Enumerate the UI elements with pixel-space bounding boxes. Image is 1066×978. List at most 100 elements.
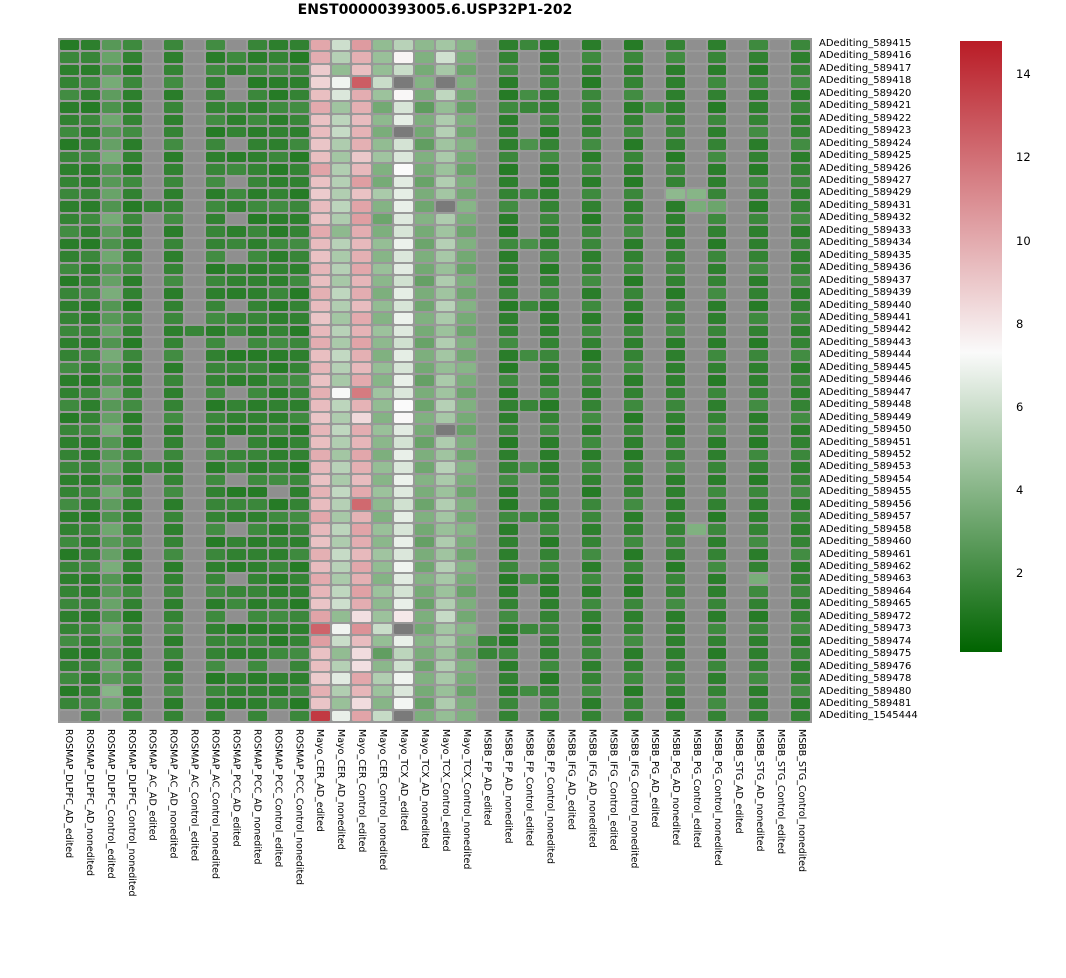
heatmap-cell [665,189,685,200]
heatmap-cell [498,499,518,510]
heatmap-cell [206,213,226,225]
heatmap-cell [289,102,309,113]
heatmap-cell [728,561,748,572]
heatmap-cell [436,623,455,635]
heatmap-cell [477,350,497,361]
heatmap-cell [394,263,414,274]
heatmap-cell [352,52,372,63]
heatmap-cell [582,462,602,473]
heatmap-cell [227,524,246,535]
heatmap-cell [248,238,267,250]
heatmap-cell [540,660,560,672]
heatmap-cell [185,400,205,411]
heatmap-cell [749,338,769,349]
heatmap-cell [665,164,685,175]
heatmap-cell [80,623,100,635]
heatmap-cell [60,412,79,423]
heatmap-cell [436,424,455,436]
heatmap-cell [498,660,518,672]
heatmap-cell [289,412,309,423]
heatmap-cell [707,213,727,225]
heatmap-cell [206,77,226,88]
heatmap-cell [80,40,100,51]
heatmap-cell [540,387,560,399]
heatmap-cell [206,189,226,200]
heatmap-cell [686,189,706,200]
heatmap-cell [185,474,205,486]
heatmap-cell [749,412,769,423]
heatmap-cell [791,64,810,76]
heatmap-cell [540,710,560,721]
heatmap-cell [728,586,748,597]
heatmap-cell [540,362,560,374]
heatmap-cell [373,685,393,697]
heatmap-cell [624,462,643,473]
heatmap-cell [373,424,393,436]
heatmap-cell [540,598,560,610]
heatmap-cell [582,64,602,76]
heatmap-cell [728,660,748,672]
heatmap-cell [143,325,163,337]
heatmap-cell [477,698,497,709]
heatmap-cell [394,449,414,461]
heatmap-cell [415,685,434,697]
heatmap-cell [331,40,351,51]
heatmap-cell [143,598,163,610]
heatmap-cell [603,325,622,337]
heatmap-cell [665,263,685,274]
heatmap-cell [164,275,184,287]
heatmap-cell [227,623,246,635]
heatmap-cell [707,660,727,672]
heatmap-cell [665,462,685,473]
heatmap-cell [415,313,434,324]
heatmap-cell [582,313,602,324]
heatmap-cell [394,102,414,113]
heatmap-cell [268,673,288,684]
heatmap-cell [415,114,434,125]
heatmap-cell [582,263,602,274]
heatmap-cell [143,176,163,188]
heatmap-cell [101,362,121,374]
heatmap-cell [582,636,602,647]
heatmap-cell [707,325,727,337]
heatmap-cell [665,362,685,374]
heatmap-cell [436,52,455,63]
heatmap-cell [185,673,205,684]
heatmap-cell [394,698,414,709]
heatmap-cell [624,151,643,163]
heatmap-cell [707,288,727,299]
heatmap-cell [80,511,100,523]
heatmap-cell [289,338,309,349]
heatmap-cell [519,499,539,510]
heatmap-cell [519,102,539,113]
heatmap-cell [122,598,142,610]
heatmap-cell [415,698,434,709]
heatmap-cell [60,511,79,523]
heatmap-cell [60,623,79,635]
heatmap-cell [624,350,643,361]
heatmap-cell [728,400,748,411]
column-label: ROSMAP_AC_Control_edited [188,729,200,862]
heatmap-cell [122,611,142,622]
heatmap-cell [436,549,455,560]
heatmap-cell [477,338,497,349]
heatmap-cell [185,350,205,361]
heatmap-cell [248,52,267,63]
heatmap-cell [707,251,727,262]
heatmap-cell [352,139,372,150]
heatmap-cell [394,462,414,473]
heatmap-cell [603,710,622,721]
heatmap-cell [373,462,393,473]
heatmap-cell [686,338,706,349]
heatmap-cell [185,102,205,113]
heatmap-cell [185,263,205,274]
heatmap-cell [60,176,79,188]
heatmap-cell [498,338,518,349]
heatmap-cell [791,238,810,250]
heatmap-cell [686,636,706,647]
heatmap-cell [644,524,664,535]
heatmap-cell [60,89,79,101]
heatmap-cell [227,89,246,101]
heatmap-cell [728,412,748,423]
column-label: ROSMAP_PCC_Control_edited [272,729,284,868]
